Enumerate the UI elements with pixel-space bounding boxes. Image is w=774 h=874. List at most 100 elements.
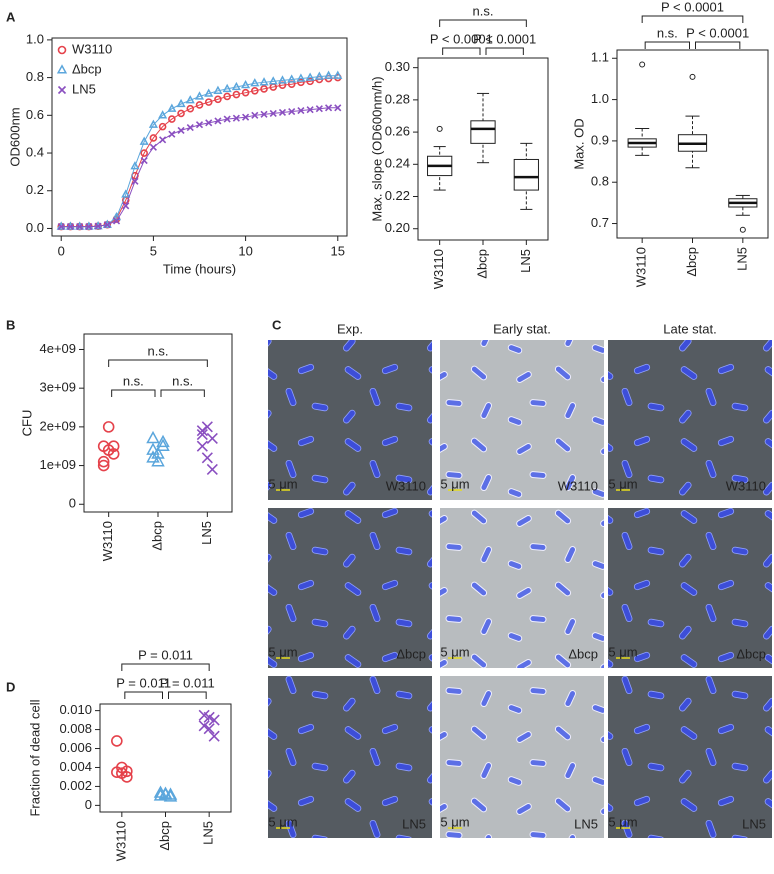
- significance-label: n.s.: [172, 373, 193, 388]
- marker: [85, 223, 93, 231]
- strain-label: W3110: [558, 478, 598, 493]
- marker: [185, 95, 195, 104]
- marker: [278, 108, 287, 117]
- scale-bar-label: 5 μm: [608, 644, 637, 659]
- scale-bar-label: 5 μm: [268, 644, 297, 659]
- marker: [107, 440, 120, 453]
- significance-bracket: [641, 15, 744, 23]
- marker: [196, 440, 208, 452]
- y-tick-label: 4e+09: [39, 341, 76, 356]
- y-tick-label: 0.26: [385, 124, 410, 139]
- significance-label: P = 0.011: [138, 647, 193, 662]
- marker: [103, 221, 111, 229]
- marker: [195, 121, 204, 129]
- marker: [314, 71, 324, 80]
- outlier: [436, 125, 443, 132]
- marker: [204, 98, 213, 106]
- column-title: Exp.: [337, 321, 363, 336]
- outlier: [689, 73, 696, 80]
- significance-label: P < 0.0001: [686, 25, 749, 40]
- marker: [158, 110, 168, 119]
- marker: [241, 79, 251, 89]
- y-tick-label: 0.006: [59, 740, 92, 755]
- marker: [146, 430, 160, 444]
- strain-label: W3110: [726, 478, 766, 493]
- significance-label: n.s.: [148, 343, 169, 358]
- marker: [305, 72, 315, 81]
- marker: [177, 109, 185, 118]
- marker: [168, 130, 176, 138]
- significance-label: P < 0.0001: [661, 0, 724, 14]
- marker: [168, 115, 176, 123]
- x-tick-label: LN5: [518, 249, 533, 273]
- significance-bracket: [695, 41, 741, 49]
- significance-bracket: [644, 41, 690, 49]
- x-tick-label: LN5: [734, 247, 749, 271]
- marker: [201, 421, 213, 433]
- strain-label: Δbcp: [396, 646, 426, 661]
- marker: [159, 136, 167, 144]
- x-axis-label: Time (hours): [163, 261, 236, 276]
- micrograph: [440, 508, 604, 668]
- marker: [195, 101, 204, 109]
- y-tick-label: 0: [69, 496, 76, 511]
- y-axis-label: Max. slope (OD600nm/h): [369, 76, 384, 221]
- marker: [297, 107, 305, 115]
- significance-bracket: [168, 691, 207, 699]
- y-tick-label: 1.0: [591, 91, 609, 106]
- x-tick-label: Δbcp: [149, 521, 164, 551]
- y-axis-label: Fraction of dead cell: [27, 699, 42, 816]
- x-tick-label: LN5: [201, 821, 216, 845]
- significance-label: P = 0.011: [116, 675, 171, 690]
- significance-label: P < 0.0001: [430, 31, 493, 46]
- micrograph: [608, 676, 772, 838]
- plot-frame: [417, 57, 549, 241]
- marker: [148, 119, 158, 128]
- micrograph: [440, 340, 604, 500]
- column-title: Early stat.: [493, 321, 551, 336]
- marker: [232, 114, 240, 122]
- marker: [57, 45, 67, 55]
- marker: [121, 189, 131, 198]
- marker: [222, 83, 232, 93]
- significance-label: n.s.: [657, 25, 678, 40]
- column-title: Late stat.: [663, 321, 716, 336]
- marker: [223, 115, 231, 123]
- scale-bar-label: 5 μm: [608, 814, 637, 829]
- y-tick-label: 3e+09: [39, 380, 76, 395]
- marker: [94, 222, 102, 230]
- strain-label: Δbcp: [736, 646, 766, 661]
- marker: [131, 177, 139, 185]
- x-tick-label: Δbcp: [474, 249, 489, 279]
- x-tick-label: W3110: [113, 821, 128, 861]
- marker: [231, 81, 241, 91]
- y-tick-label: 0.010: [59, 702, 92, 717]
- outlier: [739, 226, 746, 233]
- y-tick-label: 0.24: [385, 156, 410, 171]
- micrograph: [268, 508, 432, 668]
- outlier: [639, 61, 646, 68]
- marker: [56, 64, 68, 74]
- y-tick-label: 0.7: [591, 215, 609, 230]
- marker: [333, 70, 343, 79]
- panel-label: D: [6, 679, 15, 694]
- marker: [288, 107, 296, 116]
- marker: [156, 434, 170, 448]
- y-tick-label: 0.4: [26, 144, 44, 159]
- significance-bracket: [121, 663, 210, 671]
- x-tick-label: LN5: [199, 521, 214, 545]
- marker: [203, 723, 215, 735]
- marker: [259, 77, 269, 86]
- scale-bar-label: 5 μm: [440, 476, 469, 491]
- marker: [139, 136, 149, 145]
- x-tick-label: W3110: [634, 247, 649, 287]
- marker: [315, 105, 323, 113]
- marker: [102, 421, 115, 433]
- marker: [306, 77, 314, 86]
- marker: [334, 104, 342, 112]
- micrograph: [608, 508, 772, 668]
- marker: [324, 104, 333, 112]
- significance-bracket: [160, 389, 205, 397]
- marker: [176, 98, 186, 108]
- marker: [223, 92, 231, 101]
